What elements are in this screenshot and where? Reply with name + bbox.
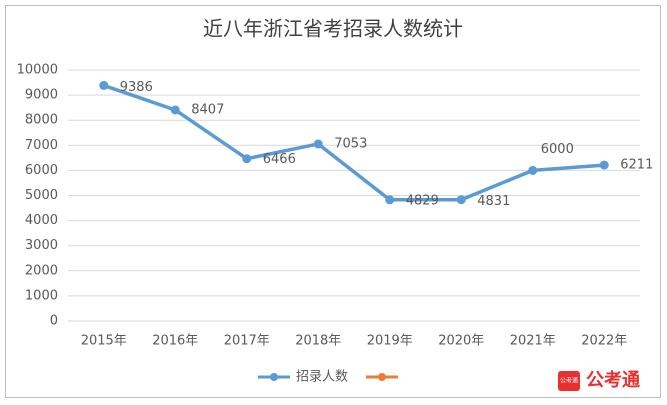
x-tick-label: 2016年 <box>152 334 198 349</box>
watermark-text: 公考通 <box>586 369 640 391</box>
point <box>456 195 466 205</box>
legend-decor <box>366 373 398 381</box>
point <box>313 139 323 149</box>
data-label: 8407 <box>191 102 224 117</box>
x-tick-label: 2018年 <box>295 334 341 349</box>
legend-marker <box>378 373 386 381</box>
y-tick-label: 1000 <box>25 288 58 303</box>
data-label: 6211 <box>620 158 653 173</box>
data-label: 4831 <box>477 194 510 209</box>
y-tick-label: 6000 <box>25 163 58 178</box>
y-tick-label: 5000 <box>25 188 58 203</box>
data-label: 4829 <box>406 193 439 208</box>
data-label: 6466 <box>263 152 296 167</box>
line <box>103 83 605 202</box>
x-tick-label: 2022年 <box>581 334 627 349</box>
point <box>599 160 609 170</box>
x-tick-label: 2019年 <box>367 334 413 349</box>
y-tick-label: 2000 <box>25 263 58 278</box>
x-tick-label: 2017年 <box>224 334 270 349</box>
legend-marker <box>270 373 278 381</box>
point <box>170 105 180 115</box>
point <box>242 154 252 164</box>
point <box>99 80 109 90</box>
x-tick-label: 2021年 <box>510 334 556 349</box>
watermark-icon <box>558 371 580 391</box>
point <box>528 165 538 175</box>
data-label: 9386 <box>120 80 153 95</box>
chart-border <box>5 5 661 398</box>
x-tick-label: 2015年 <box>81 334 127 349</box>
data-label: 7053 <box>334 136 367 151</box>
y-tick-label: 7000 <box>25 138 58 153</box>
legend-label: 招录人数 <box>296 370 348 385</box>
x-tick-label: 2020年 <box>438 334 484 349</box>
y-tick-label: 3000 <box>25 238 58 253</box>
point <box>385 195 395 205</box>
y-tick-label: 0 <box>50 314 58 329</box>
data-label: 6000 <box>541 142 574 157</box>
watermark-icon-text: 公考通 <box>560 377 578 385</box>
y-tick-label: 10000 <box>17 63 58 78</box>
y-tick-label: 9000 <box>25 88 58 103</box>
chart-title: 近八年浙江省考招录人数统计 <box>203 17 463 41</box>
y-tick-label: 4000 <box>25 213 58 228</box>
y-tick-label: 8000 <box>25 113 58 128</box>
